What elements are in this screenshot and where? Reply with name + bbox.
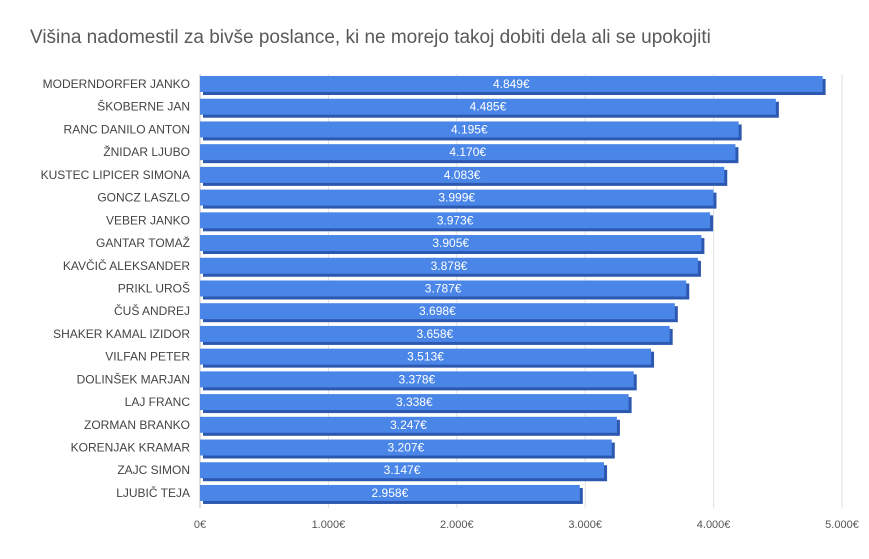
bar — [200, 484, 580, 501]
value-label: 3.338€ — [396, 395, 433, 409]
bar — [200, 212, 711, 229]
value-label: 4.170€ — [449, 145, 486, 159]
bar — [200, 462, 605, 479]
bar — [200, 144, 736, 161]
bar — [200, 121, 739, 138]
bar — [200, 166, 725, 183]
category-label: SHAKER KAMAL IZIDOR — [53, 327, 190, 341]
value-label: 3.878€ — [431, 259, 468, 273]
bar — [200, 189, 714, 206]
chart-title: Višina nadomestil za bivše poslance, ki … — [30, 27, 711, 48]
category-label: MODERNDORFER JANKO — [43, 77, 190, 91]
category-label: KUSTEC LIPICER SIMONA — [41, 168, 190, 182]
value-label: 3.513€ — [407, 350, 444, 364]
category-label: GONCZ LASZLO — [97, 191, 190, 205]
bar — [200, 98, 776, 115]
bar — [200, 257, 698, 274]
category-label: PRIKL UROŠ — [118, 280, 190, 295]
bar — [200, 76, 823, 92]
value-label: 3.378€ — [399, 372, 436, 386]
bar — [200, 280, 687, 297]
x-tick-label: 4.000€ — [697, 519, 731, 531]
category-label: VEBER JANKO — [106, 213, 190, 227]
category-label: KAVČIČ ALEKSANDER — [63, 258, 190, 273]
bar — [200, 394, 629, 411]
category-label: VILFAN PETER — [105, 350, 190, 364]
category-label: ZAJC SIMON — [117, 463, 190, 477]
x-tick-label: 5.000€ — [825, 519, 859, 531]
value-label: 4.485€ — [470, 100, 507, 114]
value-label: 4.195€ — [451, 122, 488, 136]
category-label: LAJ FRANC — [125, 395, 191, 409]
category-label: ZORMAN BRANKO — [84, 418, 190, 432]
value-label: 4.083€ — [444, 168, 481, 182]
x-tick-label: 2.000€ — [440, 519, 474, 531]
value-label: 4.849€ — [493, 77, 530, 91]
value-label: 3.247€ — [390, 418, 427, 432]
bar — [200, 348, 652, 365]
value-label: 3.787€ — [425, 281, 462, 295]
category-label: ŠKOBERNE JAN — [97, 99, 190, 114]
value-label: 3.973€ — [437, 213, 474, 227]
x-tick-label: 1.000€ — [312, 519, 346, 531]
x-tick-label: 3.000€ — [568, 519, 602, 531]
bar — [200, 371, 634, 388]
category-label: GANTAR TOMAŽ — [96, 235, 190, 250]
bar — [200, 416, 617, 433]
category-label: ČUŠ ANDREJ — [114, 303, 190, 318]
category-label: KORENJAK KRAMAR — [71, 441, 191, 455]
bar — [200, 325, 670, 342]
bar — [200, 235, 702, 252]
value-label: 3.999€ — [438, 191, 475, 205]
value-label: 3.658€ — [416, 327, 453, 341]
value-label: 2.958€ — [372, 486, 409, 500]
value-label: 3.905€ — [432, 236, 469, 250]
category-label: ŽNIDAR LJUBO — [103, 144, 190, 159]
category-label: RANC DANILO ANTON — [64, 122, 190, 136]
value-label: 3.698€ — [419, 304, 456, 318]
category-label: DOLINŠEK MARJAN — [77, 371, 190, 386]
category-label: LJUBIČ TEJA — [116, 485, 190, 500]
bar — [200, 303, 675, 320]
bar — [200, 439, 612, 456]
x-tick-label: 0€ — [194, 519, 206, 531]
value-label: 3.207€ — [388, 441, 425, 455]
value-label: 3.147€ — [384, 463, 421, 477]
